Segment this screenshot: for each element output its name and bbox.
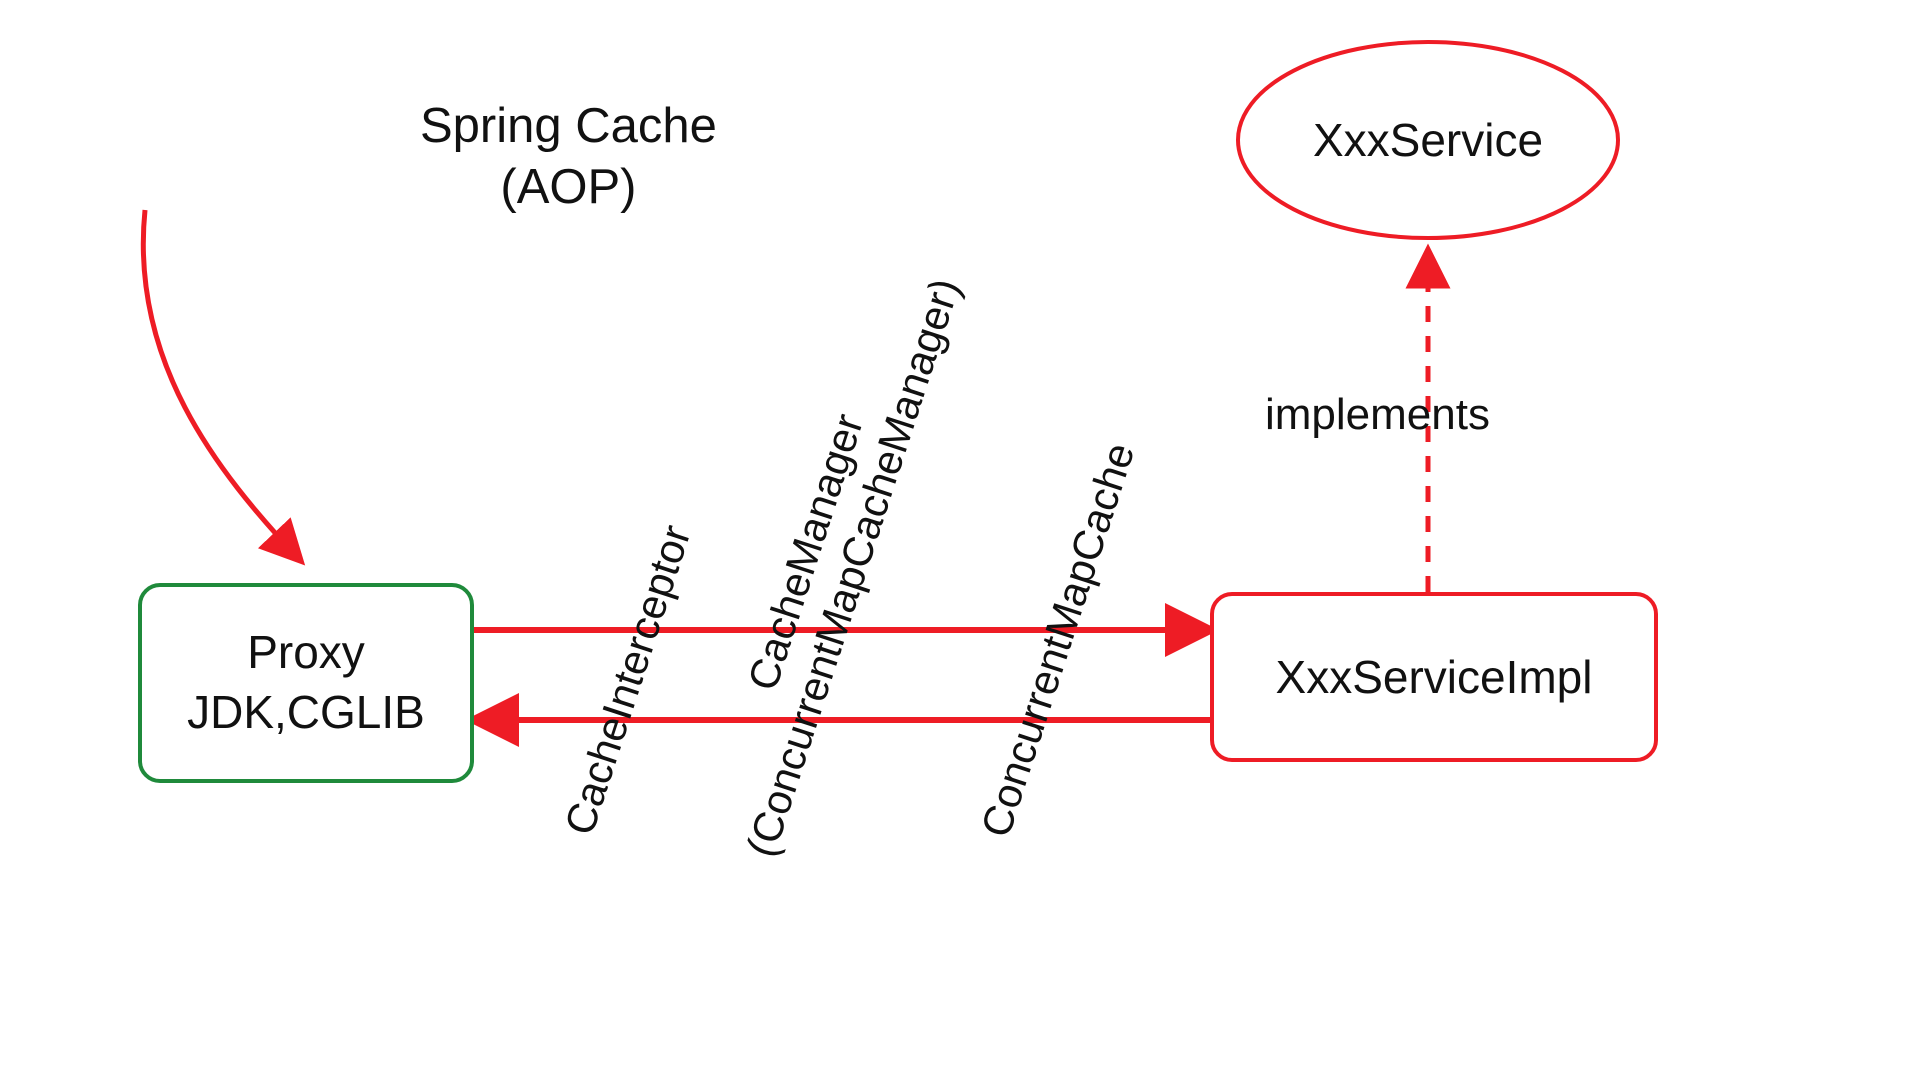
spring-cache-diagram: XxxService Spring Cache (AOP) Proxy JDK,… bbox=[0, 0, 1912, 1089]
service-ellipse bbox=[1238, 42, 1618, 238]
diagram-title-line2: (AOP) bbox=[420, 157, 717, 218]
service-label: XxxService bbox=[1313, 114, 1543, 166]
impl-node: XxxServiceImpl bbox=[1210, 592, 1658, 762]
diagram-title: Spring Cache (AOP) bbox=[420, 96, 717, 219]
cache-manager-label: CacheManager (ConcurrentMapCacheManager) bbox=[689, 257, 972, 863]
proxy-label-line2: JDK,CGLIB bbox=[187, 683, 425, 743]
implements-label: implements bbox=[1265, 390, 1490, 440]
diagram-title-line1: Spring Cache bbox=[420, 96, 717, 157]
proxy-node: Proxy JDK,CGLIB bbox=[138, 583, 474, 783]
impl-label: XxxServiceImpl bbox=[1276, 650, 1593, 704]
cache-interceptor-label: CacheInterceptor bbox=[555, 519, 700, 840]
arrows-layer: XxxService bbox=[0, 0, 1912, 1089]
entry-arrow bbox=[143, 210, 300, 560]
concurrent-map-cache-label: ConcurrentMapCache bbox=[972, 437, 1145, 843]
proxy-label-line1: Proxy bbox=[247, 623, 365, 683]
